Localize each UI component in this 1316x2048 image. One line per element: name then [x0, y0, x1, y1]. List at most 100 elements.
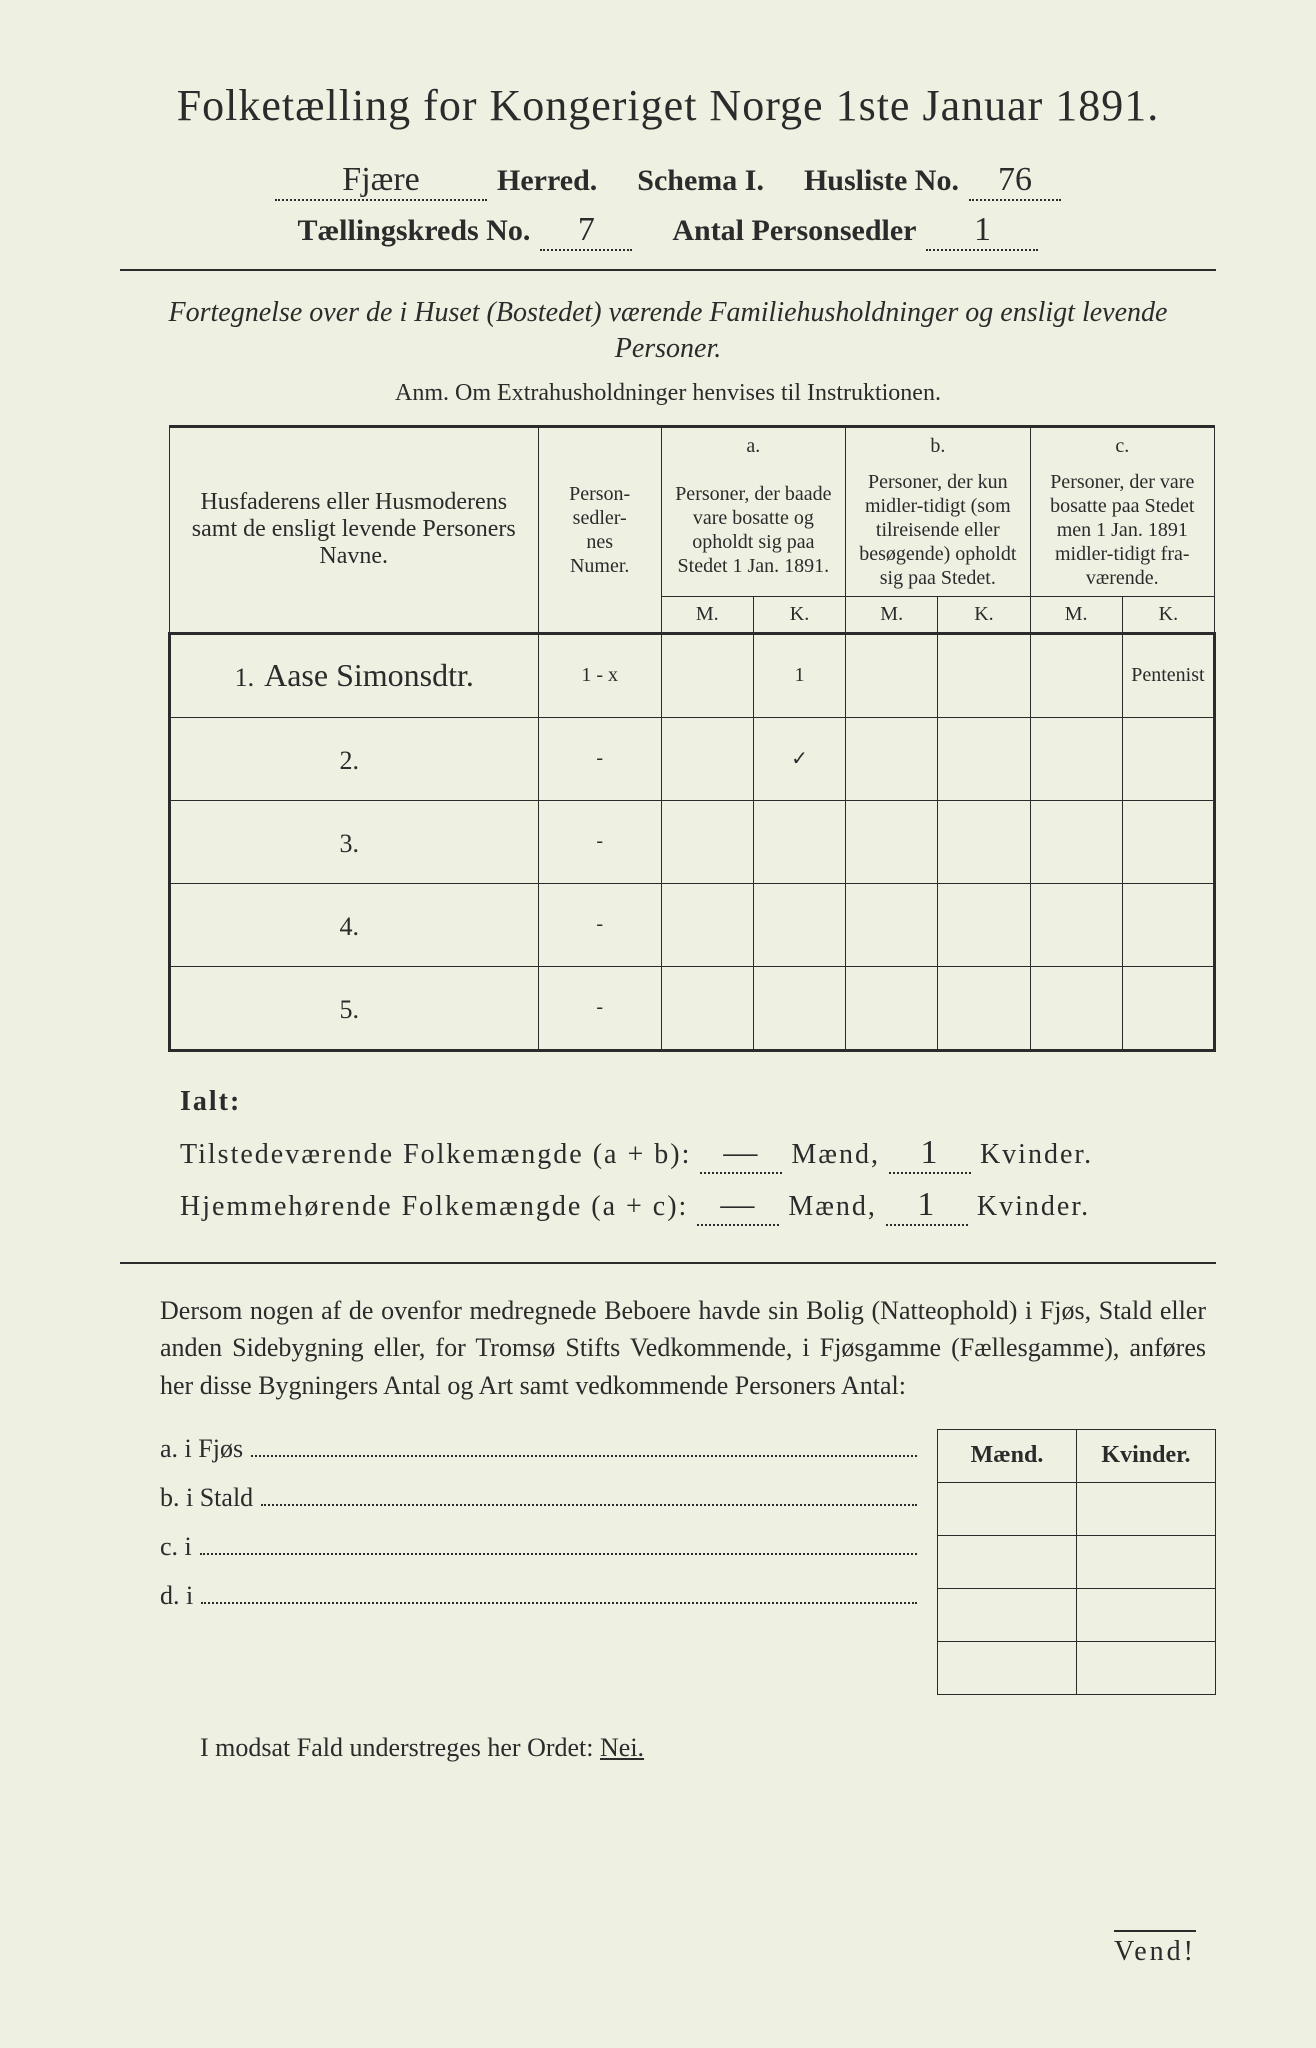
row-cM	[1030, 633, 1122, 717]
schema-label: Schema I.	[637, 164, 764, 198]
row-bK	[938, 883, 1030, 966]
footer-nei: Nei.	[600, 1733, 644, 1762]
ialt1-klabel: Kvinder.	[980, 1139, 1093, 1170]
row-aK	[753, 883, 845, 966]
ialt-line-2: Hjemmehørende Folkemængde (a + c): — Mæn…	[180, 1186, 1216, 1226]
main-table: Husfaderens eller Husmoderens samt de en…	[168, 425, 1216, 1052]
row-cK	[1122, 800, 1214, 883]
kreds-label: Tællingskreds No.	[298, 214, 531, 248]
row-numer-cell: -	[538, 800, 661, 883]
main-table-wrap: Husfaderens eller Husmoderens samt de en…	[120, 425, 1216, 1052]
mk-cell	[1077, 1588, 1216, 1641]
line-b-label: b. i Stald	[160, 1483, 253, 1513]
table-row: 1.Aase Simonsdtr.1 - x 1 Pentenist	[169, 633, 1214, 717]
col-numer-header: Person- sedler- nes Numer.	[538, 426, 661, 633]
line-d-label: d. i	[160, 1581, 193, 1611]
row-name-cell: 1.Aase Simonsdtr.	[169, 633, 538, 717]
ialt1-mlabel: Mænd,	[791, 1139, 880, 1170]
row-aM	[661, 633, 753, 717]
col-b-m: M.	[846, 596, 938, 633]
antal-label: Antal Personsedler	[672, 214, 916, 248]
italic-note: Fortegnelse over de i Huset (Bostedet) v…	[120, 295, 1216, 368]
ialt2-m: —	[697, 1186, 779, 1226]
row-aM	[661, 800, 753, 883]
sub-table-wrap: a. i Fjøs b. i Stald c. i d. i Mænd. Kvi…	[160, 1429, 1216, 1695]
row-bM	[846, 800, 938, 883]
col-a-m: M.	[661, 596, 753, 633]
totals-block: Ialt: Tilstedeværende Folkemængde (a + b…	[180, 1086, 1216, 1226]
line-d: d. i	[160, 1576, 917, 1611]
ialt2-label: Hjemmehørende Folkemængde (a + c):	[180, 1191, 688, 1222]
mk-cell	[1077, 1535, 1216, 1588]
row-cK	[1122, 883, 1214, 966]
row-bK	[938, 717, 1030, 800]
ialt1-k: 1	[889, 1134, 971, 1174]
row-numer-cell: -	[538, 966, 661, 1050]
row-aK: 1	[753, 633, 845, 717]
herred-value: Fjære	[275, 161, 487, 201]
row-aK	[753, 800, 845, 883]
col-a-k: K.	[753, 596, 845, 633]
col-c-text: Personer, der vare bosatte paa Stedet me…	[1030, 464, 1214, 597]
row-cM	[1030, 717, 1122, 800]
row-bM	[846, 966, 938, 1050]
line-a: a. i Fjøs	[160, 1429, 917, 1464]
row-aM	[661, 883, 753, 966]
row-cK: Pentenist	[1122, 633, 1214, 717]
row-aK: ✓	[753, 717, 845, 800]
row-bM	[846, 883, 938, 966]
col-c-m: M.	[1030, 596, 1122, 633]
col-b-label: b.	[846, 426, 1030, 464]
row-aM	[661, 966, 753, 1050]
mk-table: Mænd. Kvinder.	[937, 1429, 1216, 1695]
row-numer-cell: -	[538, 883, 661, 966]
row-bM	[846, 717, 938, 800]
header-line-1: Fjære Herred. Schema I. Husliste No. 76	[120, 161, 1216, 201]
header-line-2: Tællingskreds No. 7 Antal Personsedler 1	[120, 211, 1216, 251]
ialt-title: Ialt:	[180, 1086, 1216, 1118]
row-name-cell: 4.	[169, 883, 538, 966]
building-list: a. i Fjøs b. i Stald c. i d. i	[160, 1429, 917, 1695]
table-row: 2.-✓	[169, 717, 1214, 800]
mk-cell	[938, 1535, 1077, 1588]
footer-line: I modsat Fald understreges her Ordet: Ne…	[200, 1733, 1216, 1763]
row-bM	[846, 633, 938, 717]
row-numer-cell: 1 - x	[538, 633, 661, 717]
col-b-k: K.	[938, 596, 1030, 633]
table-row: 3.-	[169, 800, 1214, 883]
row-cK	[1122, 717, 1214, 800]
vend-label: Vend!	[1114, 1930, 1196, 1968]
row-name-cell: 3.	[169, 800, 538, 883]
col-c-label: c.	[1030, 426, 1214, 464]
row-numer-cell: -	[538, 717, 661, 800]
table-row: 5.-	[169, 966, 1214, 1050]
col-names-header: Husfaderens eller Husmoderens samt de en…	[169, 426, 538, 633]
line-c-label: c. i	[160, 1532, 192, 1562]
ialt2-k: 1	[886, 1186, 968, 1226]
line-b: b. i Stald	[160, 1478, 917, 1513]
footer-pre: I modsat Fald understreges her Ordet:	[200, 1733, 600, 1762]
building-paragraph: Dersom nogen af de ovenfor medregnede Be…	[160, 1292, 1206, 1405]
line-c: c. i	[160, 1527, 917, 1562]
col-a-text: Personer, der baade vare bosatte og opho…	[661, 464, 845, 597]
ialt2-mlabel: Mænd,	[788, 1191, 877, 1222]
page-title: Folketælling for Kongeriget Norge 1ste J…	[120, 80, 1216, 131]
row-cM	[1030, 883, 1122, 966]
mk-cell	[938, 1588, 1077, 1641]
row-bK	[938, 633, 1030, 717]
row-cK	[1122, 966, 1214, 1050]
mk-cell	[938, 1482, 1077, 1535]
mk-cell	[1077, 1482, 1216, 1535]
ialt1-m: —	[700, 1134, 782, 1174]
census-form-page: Folketælling for Kongeriget Norge 1ste J…	[0, 0, 1316, 2048]
row-cM	[1030, 800, 1122, 883]
row-bK	[938, 966, 1030, 1050]
mk-m-header: Mænd.	[938, 1429, 1077, 1482]
row-cM	[1030, 966, 1122, 1050]
row-bK	[938, 800, 1030, 883]
kreds-value: 7	[540, 211, 632, 251]
antal-value: 1	[926, 211, 1038, 251]
row-name-cell: 5.	[169, 966, 538, 1050]
ialt-line-1: Tilstedeværende Folkemængde (a + b): — M…	[180, 1134, 1216, 1174]
line-a-label: a. i Fjøs	[160, 1434, 243, 1464]
